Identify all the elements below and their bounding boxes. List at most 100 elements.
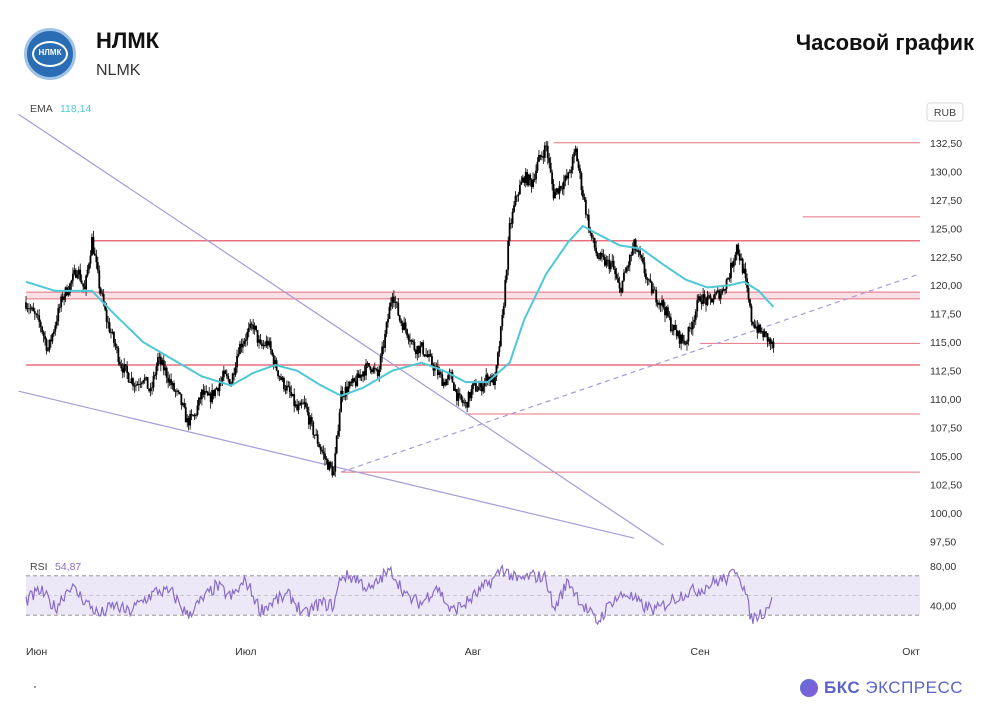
candle-body xyxy=(195,414,197,416)
ema-line xyxy=(25,224,775,397)
candle-body xyxy=(253,325,256,330)
candle-body xyxy=(696,300,699,312)
candle-body xyxy=(178,392,181,394)
time-axis: Июн Июл Авг Сен Окт xyxy=(26,646,920,658)
candle-body xyxy=(120,364,123,369)
candle-body xyxy=(296,404,299,411)
candle-body xyxy=(57,308,60,322)
candle-body xyxy=(30,307,33,309)
candle-body xyxy=(662,300,665,308)
candle-body xyxy=(577,161,580,169)
candle-body xyxy=(35,313,38,315)
candle-body xyxy=(247,327,250,332)
candle-body xyxy=(457,393,460,401)
candle-body xyxy=(678,331,681,344)
candle-body xyxy=(672,324,675,331)
candle-body xyxy=(513,205,515,212)
candle-body xyxy=(400,320,403,324)
candle-body xyxy=(658,302,661,305)
candle-body xyxy=(240,343,243,348)
candle-body xyxy=(602,255,605,258)
candle-body xyxy=(338,412,341,432)
candle-body xyxy=(268,341,271,346)
candle-body xyxy=(524,172,527,184)
logo-ellipse: НЛМК xyxy=(32,41,68,67)
candle-body xyxy=(305,402,307,408)
candle-body xyxy=(564,175,567,182)
candle-body xyxy=(634,239,637,251)
candle-body xyxy=(579,168,581,174)
candle-body xyxy=(438,372,441,375)
candle-body xyxy=(450,372,452,374)
candle-body xyxy=(555,188,558,192)
candle-body xyxy=(608,259,611,270)
candle-body xyxy=(691,322,694,330)
candle-body xyxy=(215,388,218,390)
candles xyxy=(25,140,775,478)
candle-body xyxy=(70,280,73,284)
candle-body xyxy=(165,367,168,378)
candle-body xyxy=(599,252,602,259)
candle-body xyxy=(392,296,395,303)
resistance-band xyxy=(26,291,920,300)
candle-body xyxy=(148,388,151,392)
candle-body xyxy=(324,453,326,459)
candle-body xyxy=(671,330,674,332)
candle-body xyxy=(55,321,58,326)
candle-body xyxy=(477,386,480,391)
candle-body xyxy=(91,236,93,256)
candle-body xyxy=(234,367,237,375)
candle-body xyxy=(517,194,520,196)
candle-body xyxy=(586,214,589,216)
candle-body xyxy=(130,378,133,383)
candle-body xyxy=(218,383,221,392)
candle-body xyxy=(384,333,386,348)
candle-body xyxy=(709,295,712,299)
candle-body xyxy=(340,390,342,413)
rsi-tick-label: 40,00 xyxy=(930,600,956,612)
candle-body xyxy=(105,309,108,322)
candle-body xyxy=(132,378,134,386)
candle-body xyxy=(331,466,334,476)
candle-body xyxy=(124,364,127,367)
candle-body xyxy=(211,389,214,403)
candle-body xyxy=(576,148,578,162)
candle-body xyxy=(557,188,559,194)
brand-bold: БКС xyxy=(824,678,861,697)
time-tick-label: Сен xyxy=(691,646,710,658)
candle-body xyxy=(612,260,615,269)
candle-body xyxy=(640,255,643,258)
candle-body xyxy=(281,377,284,380)
candle-body xyxy=(527,174,530,186)
candle-body xyxy=(143,377,146,381)
candle-body xyxy=(504,279,507,307)
candle-body xyxy=(426,354,429,357)
price-tick-label: 127,50 xyxy=(930,195,962,207)
candle-body xyxy=(466,402,469,408)
candle-body xyxy=(475,383,477,392)
candle-body xyxy=(99,288,102,294)
candle-body xyxy=(76,274,79,278)
candle-body xyxy=(618,282,621,289)
candle-body xyxy=(754,326,757,328)
candle-body xyxy=(573,152,576,157)
time-tick-label: Июн xyxy=(26,646,47,658)
candle-body xyxy=(535,170,537,180)
candle-body xyxy=(278,376,281,377)
candle-body xyxy=(518,184,521,195)
candle-body xyxy=(595,247,598,253)
candle-body xyxy=(401,323,404,331)
candle-body xyxy=(168,379,171,383)
candle-body xyxy=(565,175,568,179)
candle-body xyxy=(620,288,622,293)
candle-body xyxy=(354,381,357,387)
candle-body xyxy=(145,377,148,378)
price-tick-label: 115,00 xyxy=(930,337,961,349)
candle-body xyxy=(715,291,718,295)
candle-body xyxy=(291,394,294,396)
price-tick-label: 97,50 xyxy=(930,537,956,549)
candle-body xyxy=(436,366,439,375)
candle-body xyxy=(180,393,183,406)
candle-body xyxy=(447,375,449,380)
candle-body xyxy=(193,414,196,417)
